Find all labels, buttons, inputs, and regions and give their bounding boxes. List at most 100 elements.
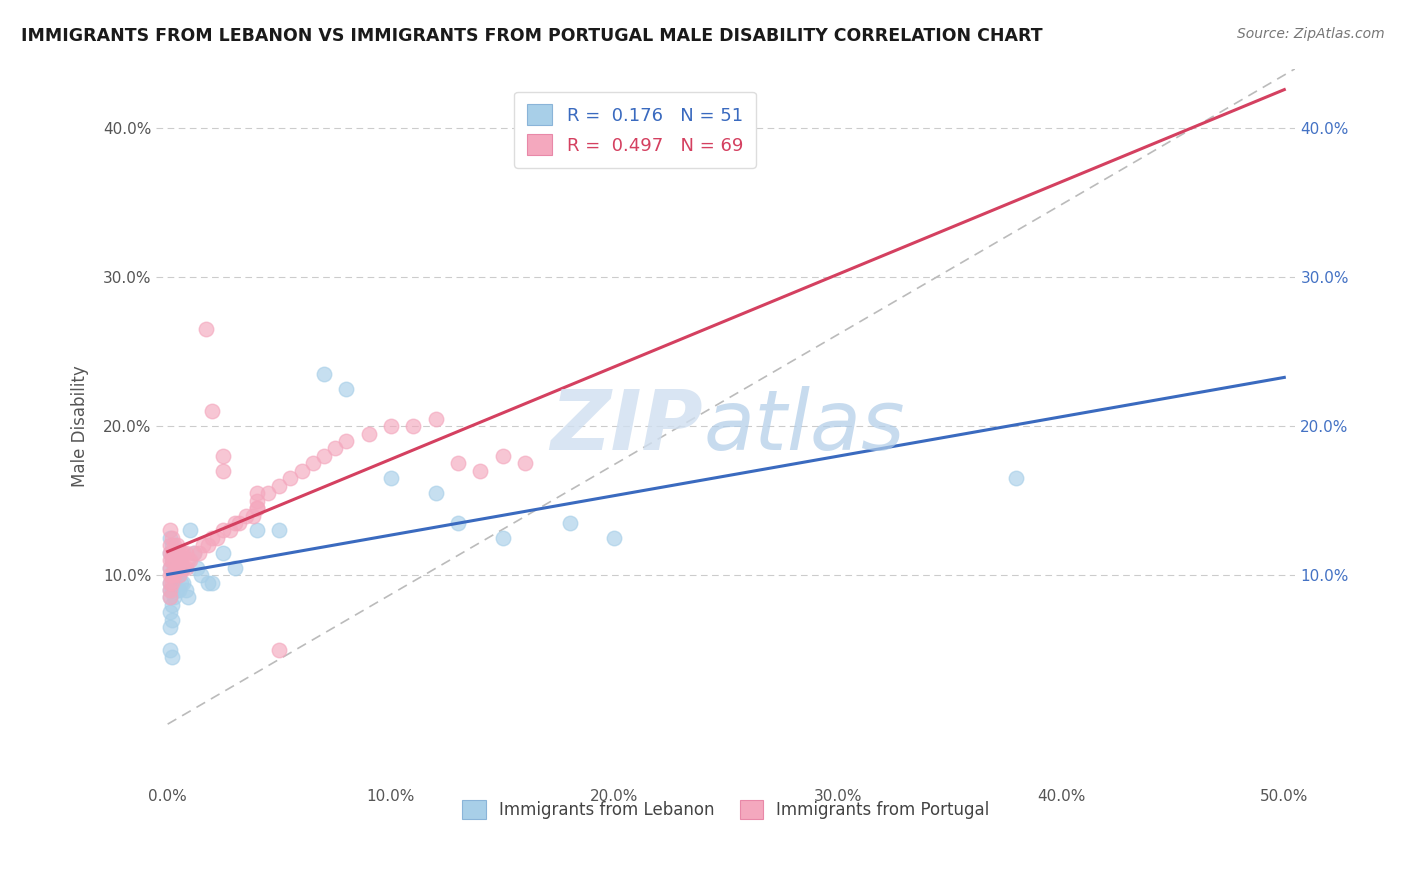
Point (492, 449, 515, 463)
Point (159, 620, 181, 634)
Point (193, 538, 215, 552)
Point (166, 568, 188, 582)
Point (312, 367, 335, 381)
Point (167, 568, 190, 582)
Point (170, 546, 193, 560)
Point (159, 531, 181, 545)
Point (167, 553, 190, 567)
Point (212, 546, 235, 560)
Point (159, 575, 181, 590)
Point (190, 568, 212, 582)
Point (159, 606, 181, 620)
Point (159, 538, 181, 552)
Point (159, 546, 181, 560)
Point (170, 575, 193, 590)
Point (246, 501, 269, 516)
Point (235, 508, 257, 523)
Point (160, 613, 183, 627)
Point (470, 464, 492, 478)
Point (166, 560, 188, 574)
Point (603, 531, 626, 545)
Text: Source: ZipAtlas.com: Source: ZipAtlas.com (1237, 27, 1385, 41)
Point (163, 568, 186, 582)
Point (224, 516, 246, 530)
Point (172, 560, 194, 574)
Point (186, 560, 208, 574)
Point (167, 568, 190, 582)
Point (197, 538, 219, 552)
Point (335, 382, 357, 396)
Point (291, 464, 314, 478)
Point (159, 546, 181, 560)
Point (219, 524, 242, 538)
Point (177, 553, 200, 567)
Point (160, 582, 183, 597)
Point (167, 582, 190, 597)
Point (159, 560, 181, 574)
Point (246, 501, 269, 516)
Point (159, 642, 181, 657)
Point (402, 419, 425, 434)
Point (558, 516, 581, 530)
Point (166, 546, 188, 560)
Point (269, 642, 291, 657)
Point (212, 464, 235, 478)
Point (246, 493, 269, 508)
Point (212, 524, 235, 538)
Point (163, 553, 186, 567)
Point (269, 479, 291, 493)
Point (166, 538, 188, 552)
Point (159, 591, 181, 605)
Point (159, 553, 181, 567)
Point (1005, 471, 1028, 485)
Point (167, 546, 190, 560)
Point (172, 546, 194, 560)
Point (160, 568, 183, 582)
Point (447, 456, 470, 470)
Point (205, 531, 228, 545)
Point (246, 524, 269, 538)
Y-axis label: Male Disability: Male Disability (72, 365, 89, 487)
Point (166, 546, 188, 560)
Point (269, 524, 291, 538)
Point (159, 575, 181, 590)
Point (159, 582, 181, 597)
Point (301, 456, 323, 470)
Point (183, 546, 205, 560)
Point (163, 538, 186, 552)
Point (160, 546, 183, 560)
Point (242, 508, 264, 523)
Point (174, 546, 197, 560)
Point (163, 575, 186, 590)
Point (170, 560, 193, 574)
Point (160, 575, 183, 590)
Point (163, 591, 186, 605)
Point (167, 553, 190, 567)
Point (160, 650, 183, 665)
Point (335, 434, 357, 448)
Point (172, 575, 194, 590)
Point (257, 486, 280, 500)
Point (160, 531, 183, 545)
Point (170, 560, 193, 574)
Point (425, 486, 447, 500)
Point (172, 560, 194, 574)
Text: atlas: atlas (703, 385, 905, 467)
Point (160, 538, 183, 552)
Point (492, 531, 515, 545)
Point (177, 591, 200, 605)
Point (160, 568, 183, 582)
Point (201, 531, 224, 545)
Point (160, 553, 183, 567)
Point (179, 524, 201, 538)
Point (166, 582, 188, 597)
Point (159, 582, 181, 597)
Point (163, 546, 186, 560)
Text: IMMIGRANTS FROM LEBANON VS IMMIGRANTS FROM PORTUGAL MALE DISABILITY CORRELATION : IMMIGRANTS FROM LEBANON VS IMMIGRANTS FR… (21, 27, 1043, 45)
Point (183, 546, 205, 560)
Legend: Immigrants from Lebanon, Immigrants from Portugal: Immigrants from Lebanon, Immigrants from… (456, 793, 997, 825)
Point (280, 471, 302, 485)
Point (174, 560, 197, 574)
Point (201, 404, 224, 418)
Point (194, 322, 217, 336)
